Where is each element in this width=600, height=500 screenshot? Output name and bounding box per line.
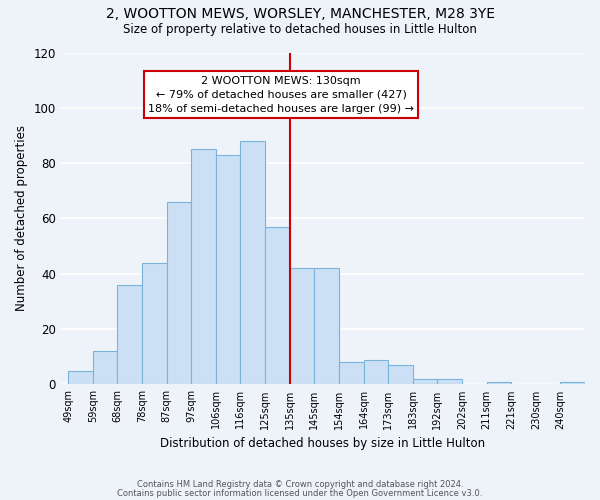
Bar [487,382,511,384]
Bar [364,360,388,384]
Bar [560,382,585,384]
Bar [142,262,167,384]
Text: 2 WOOTTON MEWS: 130sqm
← 79% of detached houses are smaller (427)
18% of semi-de: 2 WOOTTON MEWS: 130sqm ← 79% of detached… [148,76,414,114]
Bar [290,268,314,384]
Bar [437,379,462,384]
Bar [314,268,339,384]
X-axis label: Distribution of detached houses by size in Little Hulton: Distribution of detached houses by size … [160,437,485,450]
Bar [68,370,93,384]
Text: Contains public sector information licensed under the Open Government Licence v3: Contains public sector information licen… [118,488,482,498]
Text: Contains HM Land Registry data © Crown copyright and database right 2024.: Contains HM Land Registry data © Crown c… [137,480,463,489]
Y-axis label: Number of detached properties: Number of detached properties [15,126,28,312]
Bar [167,202,191,384]
Bar [265,227,290,384]
Bar [93,351,118,384]
Text: Size of property relative to detached houses in Little Hulton: Size of property relative to detached ho… [123,22,477,36]
Bar [191,150,216,384]
Bar [339,362,364,384]
Text: 2, WOOTTON MEWS, WORSLEY, MANCHESTER, M28 3YE: 2, WOOTTON MEWS, WORSLEY, MANCHESTER, M2… [106,8,494,22]
Bar [388,365,413,384]
Bar [216,155,241,384]
Bar [241,141,265,384]
Bar [413,379,437,384]
Bar [118,285,142,384]
